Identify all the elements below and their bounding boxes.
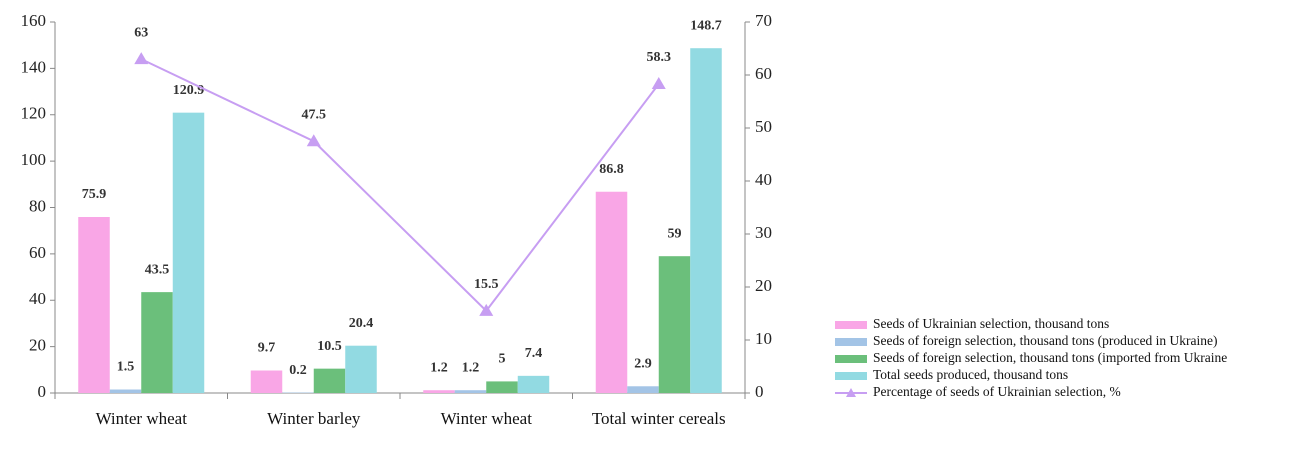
bar [313, 368, 346, 393]
data-label: 15.5 [474, 277, 499, 292]
legend-label: Seeds of foreign selection, thousand ton… [873, 350, 1227, 365]
y2-tick-label: 50 [755, 117, 772, 136]
y-tick-label: 40 [29, 289, 46, 308]
bar [172, 112, 205, 394]
data-label: 1.2 [430, 360, 448, 375]
y2-tick-label: 20 [755, 276, 772, 295]
bar [454, 390, 487, 393]
x-tick-label: Winter wheat [95, 409, 187, 428]
bar [627, 386, 659, 393]
bar [78, 217, 110, 393]
y2-tick-label: 30 [755, 223, 772, 242]
data-label: 120.9 [173, 83, 205, 98]
y2-tick-label: 60 [755, 64, 772, 83]
data-label: 10.5 [317, 339, 342, 354]
bar [595, 191, 628, 393]
bar [658, 256, 691, 393]
marker [134, 52, 149, 65]
data-label: 0.2 [289, 363, 307, 378]
data-label: 20.4 [349, 316, 374, 331]
x-tick-label: Winter barley [267, 409, 361, 428]
data-label: 59 [668, 226, 682, 241]
y-tick-label: 80 [29, 196, 46, 215]
marker [479, 303, 494, 316]
data-label: 148.7 [690, 18, 722, 33]
data-label: 47.5 [302, 107, 327, 122]
data-label: 58.3 [647, 50, 672, 65]
y-tick-label: 0 [38, 382, 47, 401]
data-label: 75.9 [82, 187, 107, 202]
data-label: 1.2 [462, 360, 480, 375]
line [140, 58, 660, 313]
legend-label: Seeds of Ukrainian selection, thousand t… [873, 316, 1109, 331]
bar [250, 370, 283, 393]
data-label: 86.8 [599, 162, 624, 177]
data-label: 9.7 [258, 341, 276, 356]
legend-label: Total seeds produced, thousand tons [873, 367, 1068, 382]
legend-swatch [846, 388, 856, 397]
y-tick-label: 160 [21, 11, 47, 30]
data-label: 63 [134, 25, 148, 40]
legend-label: Percentage of seeds of Ukrainian selecti… [873, 384, 1121, 399]
x-tick-label: Winter wheat [440, 409, 532, 428]
bar [345, 345, 377, 393]
y2-tick-label: 10 [755, 329, 772, 348]
marker [651, 77, 666, 90]
y-tick-label: 140 [21, 57, 47, 76]
marker [306, 134, 321, 147]
y2-tick-label: 70 [755, 11, 772, 30]
y-tick-label: 100 [21, 150, 47, 169]
data-label: 43.5 [145, 262, 170, 277]
legend-swatch [835, 321, 867, 329]
legend-swatch [835, 338, 867, 346]
y-tick-label: 20 [29, 336, 46, 355]
data-label: 7.4 [525, 346, 543, 361]
data-label: 1.5 [117, 360, 135, 375]
data-label: 2.9 [634, 356, 652, 371]
data-label: 5 [499, 352, 506, 367]
y2-tick-label: 0 [755, 382, 764, 401]
legend-label: Seeds of foreign selection, thousand ton… [873, 333, 1218, 348]
bar [690, 48, 722, 393]
bar [109, 389, 142, 393]
y2-tick-label: 40 [755, 170, 772, 189]
bar [486, 381, 518, 393]
bar [423, 390, 455, 393]
y-tick-label: 60 [29, 243, 46, 262]
bar [141, 292, 173, 393]
legend-swatch [835, 355, 867, 363]
x-tick-label: Total winter cereals [591, 409, 726, 428]
y-tick-label: 120 [21, 104, 47, 123]
bar [517, 375, 550, 393]
legend-swatch [835, 372, 867, 380]
